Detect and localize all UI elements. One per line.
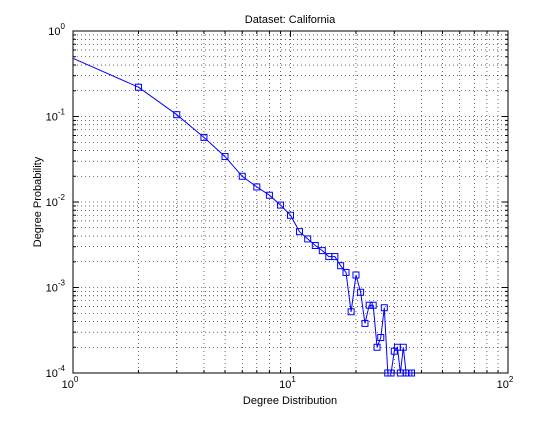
data-point-marker xyxy=(331,253,339,261)
data-point-marker xyxy=(369,301,377,309)
data-point-marker xyxy=(399,343,407,351)
y-tick-label: 10-2 xyxy=(46,193,66,209)
data-point-marker xyxy=(134,83,142,91)
data-point-marker xyxy=(238,172,246,180)
data-point-marker xyxy=(377,334,385,342)
x-axis-label: Degree Distribution xyxy=(243,395,337,407)
plot-frame xyxy=(72,30,509,374)
y-tick-label: 10-1 xyxy=(46,108,66,124)
data-point-marker xyxy=(373,343,381,351)
data-point-marker xyxy=(361,319,369,327)
data-point-marker xyxy=(342,268,350,276)
y-tick-label: 10-4 xyxy=(46,364,66,380)
data-point-marker xyxy=(352,271,360,279)
y-axis-label: Degree Probability xyxy=(32,156,44,247)
grid-lines xyxy=(73,31,508,373)
x-tick-label: 102 xyxy=(497,375,514,391)
data-point-marker xyxy=(253,183,261,191)
data-point-marker xyxy=(318,247,326,255)
data-point-marker xyxy=(221,153,229,161)
data-point-marker xyxy=(347,308,355,316)
data-point-marker xyxy=(380,304,388,312)
data-point-marker xyxy=(357,288,365,296)
tick-labels: 100 101 102 100 10-1 10-2 10-3 10-4 xyxy=(46,22,514,391)
chart-title: Dataset: California xyxy=(245,14,336,26)
data-point-marker xyxy=(296,228,304,236)
x-tick-label: 100 xyxy=(62,375,79,391)
data-point-marker xyxy=(311,241,319,249)
y-tick-label: 10-3 xyxy=(46,279,66,295)
data-point-marker xyxy=(365,301,373,309)
data-point-marker xyxy=(407,369,415,377)
axis-ticks xyxy=(73,31,508,373)
y-tick-label: 100 xyxy=(48,22,65,38)
data-point-marker xyxy=(173,111,181,119)
x-tick-label: 101 xyxy=(279,375,296,391)
data-point-marker xyxy=(304,235,312,243)
data-point-marker xyxy=(265,191,273,199)
series xyxy=(72,57,415,377)
data-point-marker xyxy=(200,133,208,141)
data-point-marker xyxy=(287,211,294,219)
data-point-marker xyxy=(277,201,285,209)
data-point-marker xyxy=(337,262,345,270)
data-point-marker xyxy=(387,369,395,377)
